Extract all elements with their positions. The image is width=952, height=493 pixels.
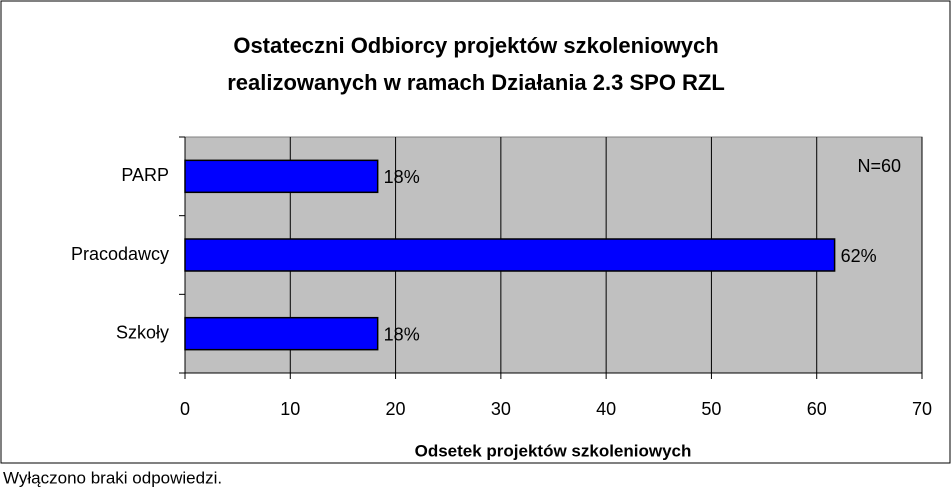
x-tick-label: 70 — [912, 399, 932, 419]
x-tick-label: 30 — [491, 399, 511, 419]
data-label: 18% — [384, 167, 420, 187]
y-tick-label: Pracodawcy — [71, 244, 169, 264]
chart-title: Ostateczni Odbiorcy projektów szkoleniow… — [233, 33, 718, 58]
x-tick-label: 60 — [807, 399, 827, 419]
footnote: Wyłączono braki odpowiedzi. — [3, 468, 222, 487]
x-axis-label: Odsetek projektów szkoleniowych — [415, 441, 692, 460]
chart-title: realizowanych w ramach Działania 2.3 SPO… — [227, 70, 725, 95]
annotation: N=60 — [857, 156, 901, 176]
x-tick-label: 10 — [280, 399, 300, 419]
bar — [184, 159, 379, 194]
x-tick-label: 20 — [386, 399, 406, 419]
x-tick-label: 50 — [701, 399, 721, 419]
data-label: 62% — [841, 246, 877, 266]
bar — [184, 316, 379, 351]
bar — [184, 238, 836, 272]
data-label: 18% — [384, 324, 420, 344]
x-tick-label: 40 — [596, 399, 616, 419]
x-tick-label: 0 — [180, 399, 190, 419]
y-tick-label: PARP — [121, 165, 169, 185]
y-tick-label: Szkoły — [116, 322, 169, 342]
